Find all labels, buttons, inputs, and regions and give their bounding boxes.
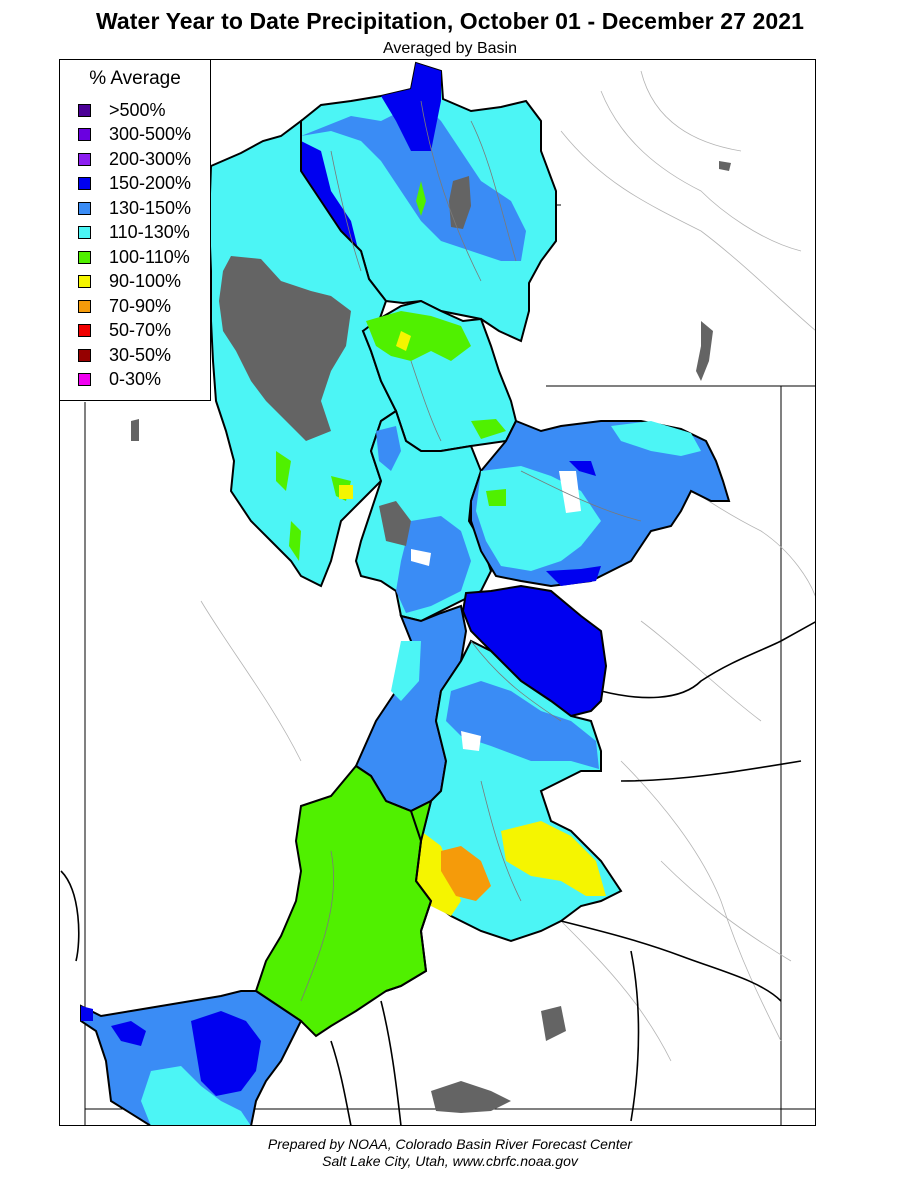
basin-virgin[interactable] [80,990,303,1126]
basin-duchesne[interactable] [470,419,731,588]
legend-label: 150-200% [109,173,192,193]
legend-item: 0-30% [78,369,162,390]
legend-item: 130-150% [78,198,191,218]
legend-label: 110-130% [109,222,190,242]
legend-swatch [78,373,91,386]
basin-lower-sevier[interactable] [254,764,433,1038]
legend-swatch [78,299,91,313]
legend-label: 200-300% [109,148,192,169]
credit-line-1: Prepared by NOAA, Colorado Basin River F… [267,1136,633,1152]
legend-label: 30-50% [109,344,172,365]
legend-title: % Average [89,68,181,89]
legend: % Average >500% 300-500% 200-300% 150-200% 1… [59,59,211,401]
legend-swatch [78,201,91,215]
legend-swatch [78,324,91,337]
legend-swatch [78,348,91,362]
basin-map[interactable] [60,60,816,1126]
credit-line-2: Salt Lake City, Utah, www.cbrfc.noaa.gov [322,1153,578,1169]
legend-item: 100-110% [78,247,190,267]
legend-label: 70-90% [109,295,172,316]
legend-swatch [78,226,91,239]
legend-swatch [78,275,91,288]
credit-footer: Prepared by NOAA, Colorado Basin River F… [0,1136,900,1170]
basin-san-rafael[interactable] [396,639,623,943]
reservoirs [131,161,731,1113]
legend-item: 30-50% [78,345,171,365]
legend-item: 300-500% [78,124,192,145]
interior-rivers [300,100,642,1002]
legend-item: 200-300% [78,149,191,169]
outer-basin-outlines [60,621,815,1125]
map-title: Water Year to Date Precipitation, Octobe… [95,8,805,34]
legend-item: 50-70% [78,320,172,341]
legend-item: 70-90% [78,296,171,316]
legend-label: 50-70% [109,320,172,340]
legend-swatch [78,128,91,141]
legend-item: 150-200% [78,173,192,194]
map-subtitle: Averaged by Basin [382,40,517,57]
legend-swatch [78,103,91,117]
legend-swatch [78,177,91,190]
legend-label: 100-110% [109,246,190,267]
legend-swatch [78,152,91,166]
basin-upper-sevier[interactable] [354,604,468,813]
legend-label: 300-500% [109,124,192,144]
legend-item: >500% [78,100,166,120]
legend-item: 90-100% [78,271,182,292]
basin-price-white[interactable] [461,584,608,718]
basin-bear-river[interactable] [207,119,398,588]
legend-label: >500% [109,99,166,120]
legend-label: 90-100% [109,271,182,291]
legend-item: 110-130% [78,222,190,243]
basin-provo-jordan[interactable] [354,409,493,623]
basin-weber[interactable] [361,299,518,452]
legend-label: 130-150% [109,197,192,218]
legend-label: 0-30% [109,369,162,389]
legend-swatch [78,250,91,264]
map-frame[interactable] [59,59,816,1126]
